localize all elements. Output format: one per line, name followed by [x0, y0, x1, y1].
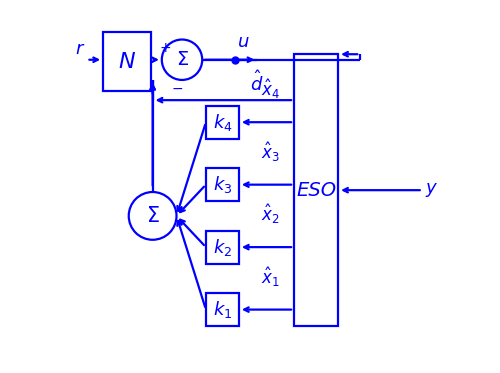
Text: $\hat{x}_1$: $\hat{x}_1$ [261, 265, 280, 289]
Text: ESO: ESO [296, 181, 336, 200]
Text: $\hat{x}_2$: $\hat{x}_2$ [261, 203, 280, 226]
Text: $\hat{x}_3$: $\hat{x}_3$ [260, 140, 280, 164]
Bar [103, 32, 151, 91]
Text: $\hat{x}_4$: $\hat{x}_4$ [260, 78, 280, 101]
Text: $\Sigma$: $\Sigma$ [176, 50, 188, 69]
Bar [206, 231, 239, 264]
Text: $k_2$: $k_2$ [213, 236, 232, 258]
Text: $r$: $r$ [76, 40, 86, 58]
Text: $y$: $y$ [424, 181, 438, 199]
Bar [206, 106, 239, 139]
Text: $N$: $N$ [118, 51, 136, 72]
Text: +: + [159, 41, 170, 54]
Bar [294, 54, 338, 326]
Bar [206, 168, 239, 201]
Text: $-$: $-$ [171, 81, 183, 95]
Text: $k_1$: $k_1$ [213, 299, 232, 320]
Bar [206, 293, 239, 326]
Text: $\Sigma$: $\Sigma$ [146, 206, 160, 226]
Text: $k_3$: $k_3$ [213, 174, 232, 195]
Text: $u$: $u$ [237, 32, 250, 51]
Text: $k_4$: $k_4$ [212, 112, 233, 133]
Text: $\hat{d}$: $\hat{d}$ [250, 70, 263, 95]
